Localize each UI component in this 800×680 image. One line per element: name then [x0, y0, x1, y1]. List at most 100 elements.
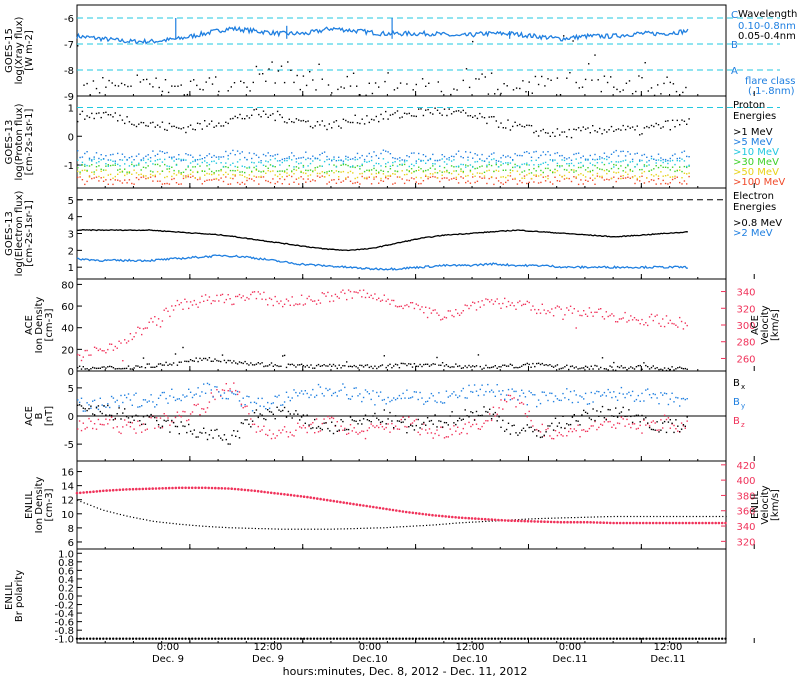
data-point: [643, 153, 646, 156]
data-point: [120, 418, 122, 420]
data-point: [590, 418, 592, 421]
data-point: [406, 525, 408, 528]
data-point: [524, 396, 527, 398]
data-point: [628, 391, 630, 394]
data-point: [204, 174, 206, 176]
data-point: [126, 116, 128, 118]
data-point: [562, 392, 564, 395]
data-point: [338, 430, 340, 432]
data-point: [615, 180, 617, 183]
data-point: [582, 637, 586, 640]
data-point: [159, 165, 161, 167]
data-point: [296, 494, 299, 498]
data-point: [540, 130, 542, 132]
data-point: [427, 169, 429, 171]
data-point: [564, 366, 566, 368]
data-point: [652, 319, 654, 322]
data-point: [138, 637, 141, 640]
data-point: [648, 637, 651, 640]
data-point: [309, 180, 312, 183]
data-point: [401, 159, 403, 161]
data-point: [328, 123, 330, 125]
data-point: [265, 165, 267, 167]
y-tick-label: 0.8: [58, 558, 74, 569]
data-point: [260, 160, 262, 162]
data-point: [678, 521, 681, 525]
data-point: [606, 178, 608, 180]
data-point: [474, 161, 476, 163]
data-point: [270, 637, 273, 640]
data-point: [368, 160, 370, 163]
data-point: [138, 487, 141, 491]
data-point: [287, 528, 289, 530]
data-point: [302, 119, 305, 122]
data-point: [398, 420, 401, 422]
data-point: [415, 170, 417, 172]
data-point: [142, 357, 145, 359]
data-point: [203, 408, 205, 410]
data-point: [396, 428, 399, 430]
data-point: [572, 40, 574, 42]
data-point: [408, 305, 410, 308]
data-point: [278, 429, 280, 432]
data-point: [427, 513, 431, 517]
data-point: [573, 390, 575, 392]
legend-title: Wavelength: [738, 9, 797, 20]
data-point: [655, 159, 657, 161]
data-point: [255, 168, 258, 170]
data-point: [152, 366, 154, 368]
data-point: [90, 368, 92, 370]
data-point: [669, 160, 671, 162]
data-point: [82, 410, 84, 412]
data-point: [445, 364, 448, 366]
data-point: [648, 368, 651, 370]
data-point: [253, 412, 256, 414]
data-point: [474, 175, 476, 177]
data-point: [142, 174, 145, 177]
data-point: [404, 363, 406, 365]
data-point: [362, 430, 365, 433]
data-point: [639, 160, 641, 162]
data-point: [102, 176, 105, 178]
data-point: [549, 135, 551, 137]
data-point: [142, 328, 145, 330]
data-point: [146, 327, 148, 329]
data-point: [660, 171, 662, 173]
data-point: [460, 163, 462, 166]
data-point: [554, 395, 557, 397]
data-point: [486, 166, 488, 168]
data-point: [133, 428, 135, 430]
data-point: [601, 424, 604, 426]
data-point: [600, 516, 602, 518]
data-point: [180, 416, 182, 418]
data-point: [679, 366, 681, 368]
data-point: [500, 164, 502, 166]
data-point: [236, 295, 239, 298]
data-point: [337, 88, 339, 91]
data-point: [537, 83, 540, 86]
data-point: [579, 436, 581, 438]
data-point: [613, 151, 615, 153]
data-point: [457, 165, 460, 167]
data-point: [415, 418, 417, 421]
data-point: [391, 367, 393, 369]
data-point: [109, 406, 111, 409]
data-point: [199, 414, 201, 416]
data-point: [382, 637, 385, 640]
data-point: [157, 424, 160, 426]
data-point: [408, 156, 410, 158]
data-point: [569, 365, 572, 368]
data-point: [523, 151, 526, 154]
data-point: [140, 176, 142, 179]
data-point: [426, 316, 429, 319]
data-point: [686, 398, 688, 400]
data-point: [359, 419, 361, 422]
data-point: [167, 364, 169, 366]
data-point: [479, 158, 481, 160]
data-point: [272, 402, 274, 404]
data-point: [109, 159, 112, 161]
data-point: [568, 430, 570, 433]
data-point: [460, 312, 463, 314]
data-point: [344, 427, 346, 430]
data-point: [406, 304, 408, 306]
